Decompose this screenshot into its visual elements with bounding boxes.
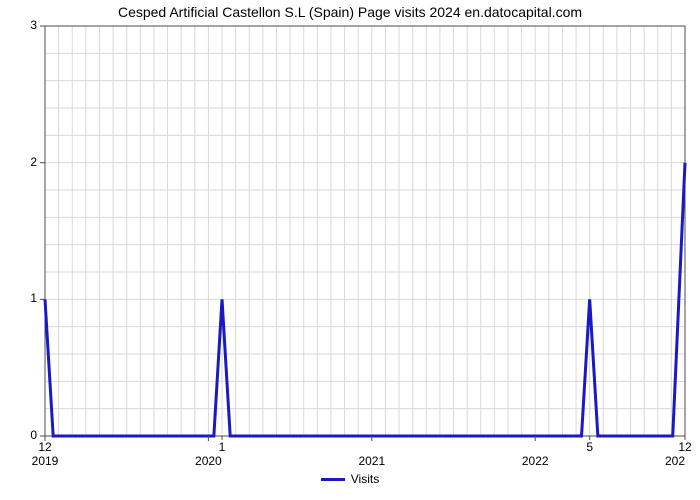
- legend-swatch: [321, 478, 345, 481]
- chart-svg: [45, 26, 685, 436]
- legend-label: Visits: [351, 472, 379, 486]
- tick-label: 1: [30, 291, 37, 305]
- tick-label: 2019: [32, 454, 59, 468]
- tick-label: 202: [665, 454, 685, 468]
- tick-label: 2020: [195, 454, 222, 468]
- tick-label: 2022: [522, 454, 549, 468]
- tick-label: 5: [586, 440, 593, 454]
- chart-plot-area: [45, 26, 685, 436]
- tick-label: 2: [30, 155, 37, 169]
- tick-label: 2021: [358, 454, 385, 468]
- chart-title: Cesped Artificial Castellon S.L (Spain) …: [0, 4, 700, 20]
- tick-label: 3: [30, 18, 37, 32]
- chart-legend: Visits: [0, 472, 700, 486]
- tick-label: 12: [678, 440, 691, 454]
- tick-label: 0: [30, 428, 37, 442]
- tick-label: 1: [219, 440, 226, 454]
- tick-label: 12: [38, 440, 51, 454]
